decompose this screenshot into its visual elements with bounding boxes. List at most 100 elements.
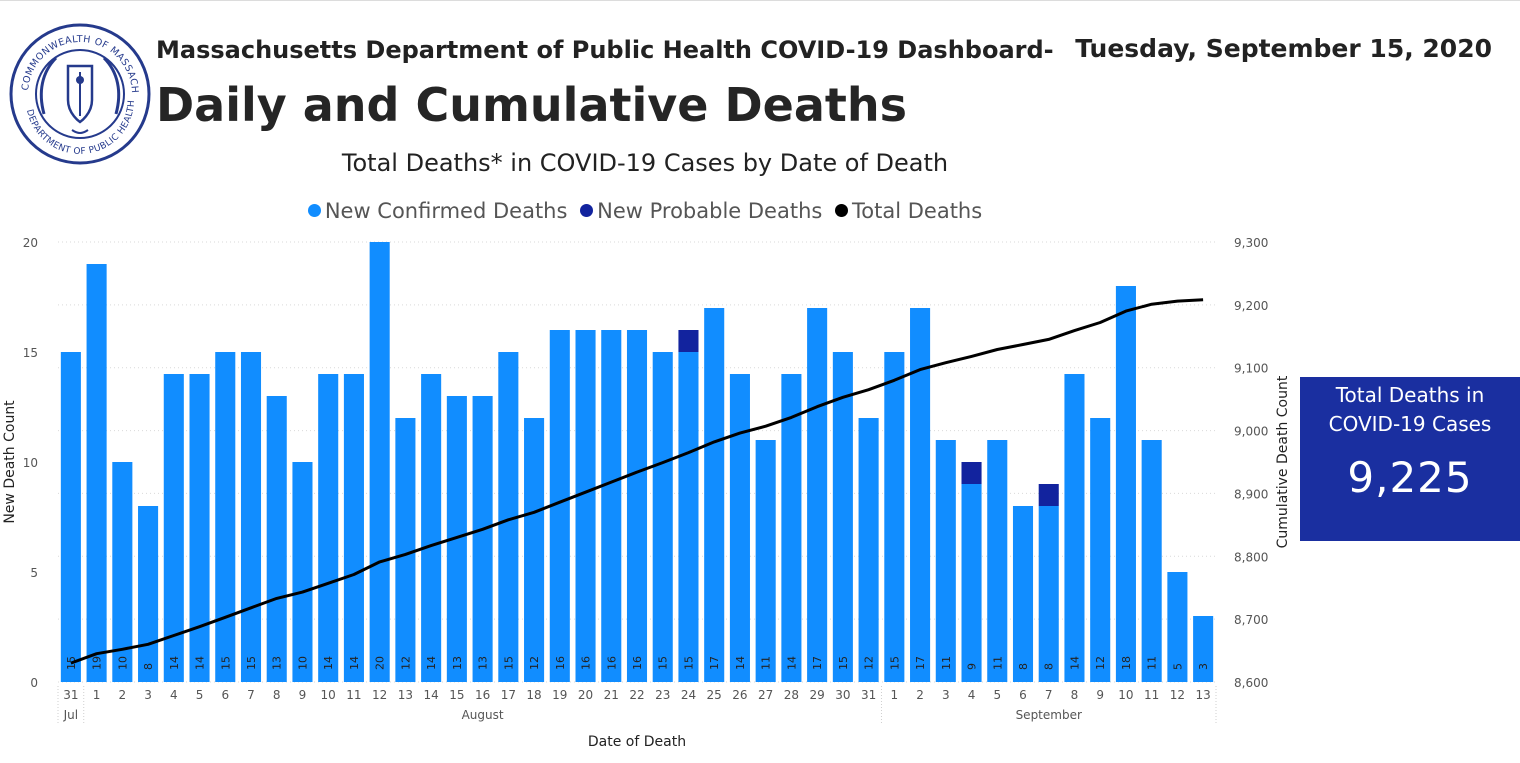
bar-confirmed <box>240 352 262 682</box>
bar-confirmed <box>652 352 673 682</box>
bar-confirmed <box>446 396 467 682</box>
x-tick-label: 13 <box>398 688 413 702</box>
x-tick-label: 21 <box>604 688 619 702</box>
page-title: Daily and Cumulative Deaths <box>156 78 907 132</box>
x-tick-label: 25 <box>707 688 722 702</box>
bar-confirmed <box>472 396 493 682</box>
x-tick-label: 20 <box>578 688 593 702</box>
bar-data-label: 14 <box>194 656 207 670</box>
x-axis-title: Date of Death <box>588 734 686 750</box>
x-tick-label: 1 <box>93 688 101 702</box>
bar-confirmed <box>755 440 776 682</box>
x-group-label: August <box>462 708 504 722</box>
x-tick-label: 17 <box>501 688 516 702</box>
bar-data-label: 13 <box>271 656 284 670</box>
total-deaths-card-label: Total Deaths in COVID-19 Cases <box>1328 383 1492 436</box>
bar-data-label: 17 <box>708 656 721 670</box>
bar-data-label: 19 <box>91 656 104 670</box>
x-tick-label: 15 <box>449 688 464 702</box>
bar-confirmed <box>1038 506 1059 682</box>
bar-confirmed <box>189 374 210 682</box>
legend-item-confirmed[interactable]: New Confirmed Deaths <box>307 199 567 223</box>
bar-data-label: 16 <box>580 656 593 670</box>
x-tick-label: 5 <box>196 688 204 702</box>
bar-confirmed <box>575 330 596 682</box>
report-date: Tuesday, September 15, 2020 <box>1075 34 1492 63</box>
y2-tick-label: 8,900 <box>1234 487 1268 501</box>
bar-data-label: 14 <box>1068 656 1081 670</box>
y2-tick-label: 8,700 <box>1234 613 1268 627</box>
x-tick-label: 8 <box>1071 688 1079 702</box>
bar-data-label: 12 <box>1094 656 1107 670</box>
legend-item-probable[interactable]: New Probable Deaths <box>580 199 822 223</box>
y2-tick-label: 9,100 <box>1234 362 1268 376</box>
x-tick-label: 22 <box>629 688 644 702</box>
massachusetts-dph-seal-logo: COMMONWEALTH OF MASSACHUSETTS DEPARTMENT… <box>8 22 151 165</box>
legend-item-total[interactable]: Total Deaths <box>835 199 982 223</box>
bar-confirmed <box>1012 506 1034 682</box>
bar-data-label: 11 <box>940 656 953 670</box>
deaths-combo-chart: 8,600 8,700 8,800 8,900 9,000 9,100 9,200 9,300… <box>2 236 1291 750</box>
x-tick-label: 2 <box>916 688 924 702</box>
bar-data-label: 11 <box>991 656 1004 670</box>
total-deaths-card: Total Deaths in COVID-19 Cases 9,225 <box>1300 377 1520 541</box>
bar-data-label: 3 <box>1197 663 1210 670</box>
bar-confirmed <box>832 352 853 682</box>
y2-tick-label: 8,600 <box>1234 676 1268 690</box>
bar-data-label: 14 <box>168 656 181 670</box>
chart-title: Total Deaths* in COVID-19 Cases by Date … <box>341 149 949 177</box>
y2-tick-label: 9,300 <box>1234 236 1268 250</box>
bar-confirmed <box>729 374 750 682</box>
x-tick-label: 31 <box>861 688 876 702</box>
bar-data-label: 14 <box>348 656 361 670</box>
bar-data-label: 11 <box>1146 656 1159 670</box>
bar-confirmed <box>626 330 648 682</box>
bar-confirmed <box>292 462 313 682</box>
x-tick-label: 12 <box>1170 688 1185 702</box>
y-tick-label: 15 <box>23 346 38 360</box>
x-tick-label: 28 <box>784 688 799 702</box>
bar-confirmed <box>86 264 107 682</box>
total-deaths-line <box>70 298 1204 665</box>
x-group-label: September <box>1016 708 1082 722</box>
bar-confirmed <box>524 418 545 682</box>
dashboard-title: Massachusetts Department of Public Healt… <box>156 36 1054 64</box>
bar-data-label: 11 <box>760 656 773 670</box>
bar-data-label: 13 <box>477 656 490 670</box>
bar-data-label: 10 <box>116 656 129 670</box>
y-tick-label: 5 <box>30 566 38 580</box>
legend-label-probable: New Probable Deaths <box>597 199 823 223</box>
x-tick-label: 19 <box>552 688 567 702</box>
bar-data-label: 14 <box>785 656 798 670</box>
bar-confirmed <box>498 352 519 682</box>
bar-confirmed <box>1115 286 1136 682</box>
y2-tick-label: 8,800 <box>1234 550 1268 564</box>
x-tick-label: 8 <box>273 688 281 702</box>
x-tick-label: 6 <box>1019 688 1027 702</box>
bar-confirmed <box>1167 572 1188 682</box>
bar-data-label: 12 <box>528 656 541 670</box>
x-group-label: Jul <box>63 708 78 722</box>
bar-confirmed <box>935 440 956 682</box>
bar-data-label: 15 <box>245 656 258 670</box>
bar-data-label: 12 <box>863 656 876 670</box>
bar-data-label: 12 <box>399 656 412 670</box>
bar-confirmed <box>884 352 905 682</box>
bar-confirmed <box>369 242 390 682</box>
bar-confirmed <box>138 506 159 682</box>
y2-axis-title: Cumulative Death Count <box>1275 375 1291 548</box>
bar-confirmed <box>781 374 802 682</box>
bar-confirmed <box>421 374 442 682</box>
bar-confirmed <box>961 484 982 682</box>
bar-data-label: 18 <box>1120 656 1133 670</box>
bar-data-label: 10 <box>296 656 309 670</box>
bar-confirmed <box>1090 418 1111 682</box>
bar-confirmed <box>1064 374 1085 682</box>
x-tick-label: 5 <box>993 688 1001 702</box>
x-tick-label: 12 <box>372 688 387 702</box>
x-tick-label: 3 <box>144 688 152 702</box>
bar-data-label: 15 <box>888 656 901 670</box>
x-tick-label: 26 <box>732 688 747 702</box>
x-tick-label: 23 <box>655 688 670 702</box>
x-tick-label: 2 <box>119 688 127 702</box>
